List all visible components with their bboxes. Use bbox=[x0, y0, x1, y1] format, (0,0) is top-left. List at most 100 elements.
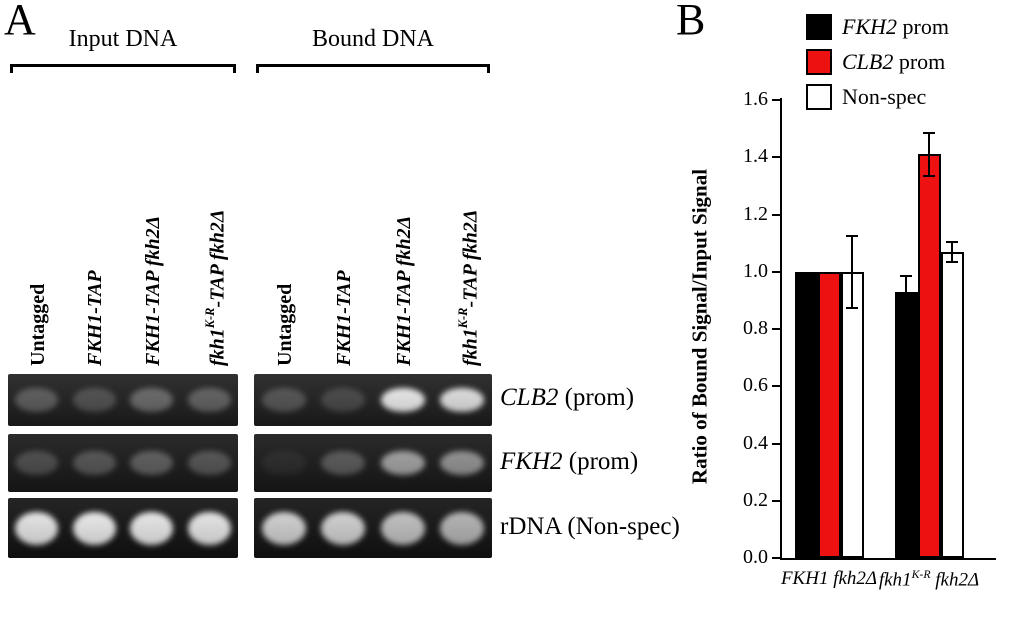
y-tick bbox=[772, 99, 780, 101]
gel-band bbox=[130, 388, 174, 412]
gel-band bbox=[72, 511, 116, 545]
bar-non-spec bbox=[840, 271, 864, 558]
legend-item-non-spec: Non-spec bbox=[806, 82, 926, 112]
legend-swatch-white-icon bbox=[806, 84, 832, 110]
bound-dna-bracket bbox=[256, 64, 490, 73]
lane-label-untagged: Untagged bbox=[22, 88, 54, 366]
gel-band bbox=[440, 450, 485, 476]
legend-item-clb2-prom: CLB2 prom bbox=[806, 47, 945, 77]
y-tick-label: 1.2 bbox=[743, 202, 768, 225]
gene-name: FKH2 bbox=[500, 448, 563, 475]
lane-label-fkh1-tap: FKH1-TAP bbox=[328, 88, 360, 366]
gel-bound-clb2-prom bbox=[254, 374, 492, 426]
error-bar-cap bbox=[900, 275, 912, 278]
lane-label-text: FKH1-TAP fkh2Δ bbox=[142, 215, 164, 366]
gel-band bbox=[130, 450, 174, 476]
panel-a-label: A bbox=[4, 0, 36, 44]
gel-band bbox=[440, 511, 485, 545]
gel-band bbox=[130, 511, 174, 545]
lane-label-fkh1-tap-fkh2d: FKH1-TAP fkh2Δ bbox=[388, 88, 420, 366]
row-label-suffix: (prom) bbox=[562, 448, 639, 475]
legend-label: CLB2 prom bbox=[842, 49, 945, 75]
y-tick bbox=[772, 385, 780, 388]
gel-bound-fkh2-prom bbox=[254, 434, 492, 492]
gel-band bbox=[187, 511, 231, 545]
legend-text: prom bbox=[893, 49, 946, 74]
lane-label-untagged: Untagged bbox=[269, 88, 301, 366]
y-tick bbox=[772, 270, 780, 273]
gel-input-rdna bbox=[8, 498, 238, 558]
error-bar bbox=[851, 235, 853, 308]
row-label-rdna: rDNA (Non-spec) bbox=[500, 513, 680, 541]
y-axis-label: Ratio of Bound Signal/Input Signal bbox=[687, 168, 712, 485]
error-bar-cap bbox=[946, 240, 958, 243]
bound-dna-header: Bound DNA bbox=[311, 26, 434, 52]
lane-label-superscript: K-R bbox=[203, 307, 217, 329]
gel-band bbox=[72, 388, 116, 412]
gel-band bbox=[187, 450, 231, 476]
lane-label-superscript: K-R bbox=[456, 307, 470, 329]
y-tick-label: 1.4 bbox=[743, 145, 768, 168]
legend-label: Non-spec bbox=[842, 84, 926, 110]
x-axis bbox=[780, 558, 996, 560]
gene-name: rDNA bbox=[500, 513, 562, 540]
y-axis bbox=[780, 98, 782, 560]
bar-clb2-prom bbox=[817, 271, 841, 558]
legend-swatch-black-icon bbox=[806, 14, 832, 40]
gel-band bbox=[440, 388, 485, 412]
gel-band bbox=[15, 388, 59, 412]
lane-label-text: FKH1-TAP bbox=[333, 270, 355, 366]
y-tick-label: 0.8 bbox=[743, 317, 768, 339]
x-category-text: FKH1 fkh2Δ bbox=[780, 568, 878, 589]
gel-band bbox=[261, 511, 306, 545]
y-tick bbox=[772, 156, 780, 159]
error-bar bbox=[905, 276, 907, 308]
x-category-text: fkh1 bbox=[878, 569, 912, 591]
x-category-text: fkh2Δ bbox=[930, 569, 980, 591]
row-label-clb2-prom: CLB2 (prom) bbox=[500, 384, 634, 412]
gel-band bbox=[321, 388, 366, 412]
lane-label-fkh1kr-tap-fkh2d: fkh1K-R-TAP fkh2Δ bbox=[447, 88, 482, 366]
lane-label-text: -TAP fkh2Δ bbox=[206, 209, 229, 308]
y-tick-label: 1.6 bbox=[743, 88, 768, 110]
error-bar-cap bbox=[923, 131, 935, 134]
gel-band bbox=[380, 388, 425, 412]
row-label-suffix: (Non-spec) bbox=[561, 513, 680, 540]
gel-band bbox=[15, 450, 59, 476]
legend-gene: CLB2 bbox=[842, 49, 894, 74]
lane-label-text: fkh1 bbox=[459, 328, 482, 366]
legend-text: prom bbox=[897, 14, 949, 39]
gel-band bbox=[380, 450, 425, 476]
lane-label-text: FKH1-TAP fkh2Δ bbox=[393, 215, 415, 366]
error-bar-cap bbox=[846, 306, 858, 309]
gel-band bbox=[321, 511, 366, 545]
y-tick bbox=[772, 557, 780, 559]
y-tick bbox=[772, 328, 780, 330]
legend-item-fkh2-prom: FKH2 prom bbox=[806, 12, 949, 42]
y-tick-label: 0.6 bbox=[743, 374, 768, 397]
gel-input-clb2-prom bbox=[8, 374, 238, 426]
gene-name: CLB2 bbox=[500, 384, 559, 411]
lane-label-text: FKH1-TAP bbox=[84, 270, 106, 366]
gel-band bbox=[15, 511, 59, 545]
legend-swatch-red-icon bbox=[806, 49, 832, 75]
lane-label-text: -TAP fkh2Δ bbox=[459, 209, 482, 308]
x-category-label: fkh1K-R fkh2Δ bbox=[849, 568, 1009, 591]
panel-b-label: B bbox=[676, 0, 706, 44]
gel-band bbox=[321, 450, 366, 476]
bar-non-spec bbox=[940, 251, 964, 558]
lane-label-text: fkh1 bbox=[206, 328, 229, 366]
lane-label-fkh1-tap: FKH1-TAP bbox=[79, 88, 111, 366]
gel-band bbox=[72, 450, 116, 476]
error-bar bbox=[928, 132, 930, 176]
gel-band bbox=[380, 511, 425, 545]
y-tick bbox=[772, 442, 780, 445]
legend-text: Non-spec bbox=[842, 84, 927, 109]
x-category-label: FKH1 fkh2Δ bbox=[749, 568, 909, 590]
error-bar bbox=[951, 241, 953, 262]
input-dna-header: Input DNA bbox=[68, 26, 178, 52]
lane-label-fkh1-tap-fkh2d: FKH1-TAP fkh2Δ bbox=[137, 88, 169, 366]
gel-band bbox=[187, 388, 231, 412]
lane-label-text: Untagged bbox=[274, 283, 296, 366]
